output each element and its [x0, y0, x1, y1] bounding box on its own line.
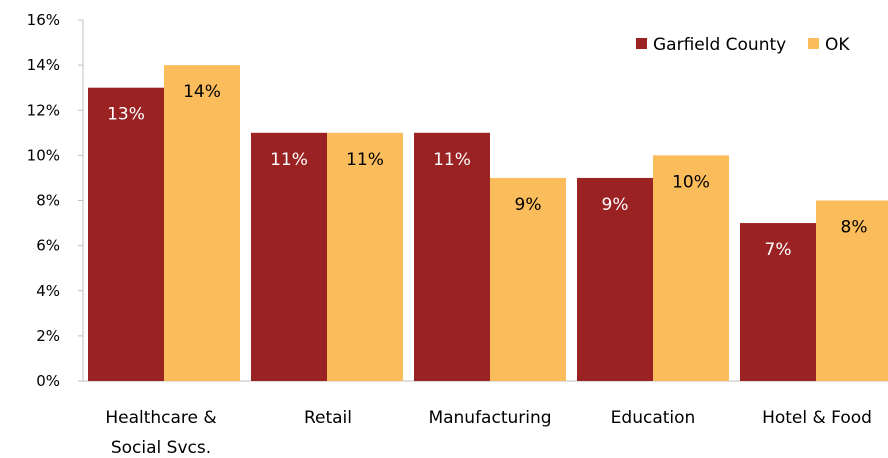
category-label: Social Svcs. — [111, 438, 211, 458]
bar-garfield-0 — [88, 87, 164, 381]
bar-ok-4 — [816, 200, 888, 381]
data-label: 11% — [270, 150, 308, 170]
bar-garfield-4 — [740, 223, 816, 381]
category-label: Retail — [304, 408, 352, 428]
data-labels: 13% 14% 11% 11% 11% 9% 9% 10% 7% 8% — [107, 82, 867, 260]
bar-ok-3 — [653, 155, 729, 381]
data-label: 11% — [346, 150, 384, 170]
data-label: 14% — [183, 82, 221, 102]
y-tick-label: 14% — [27, 56, 60, 74]
data-label: 9% — [602, 195, 629, 215]
y-axis-ticks: 0% 2% 4% 6% 8% 10% 12% 14% 16% — [27, 11, 83, 390]
legend-label: OK — [825, 35, 850, 55]
legend-swatch — [808, 38, 819, 49]
legend-label: Garfield County — [653, 35, 786, 55]
y-tick-label: 8% — [36, 192, 60, 210]
y-tick-label: 6% — [36, 237, 60, 255]
data-label: 8% — [841, 218, 868, 238]
y-tick-label: 4% — [36, 282, 60, 300]
category-label: Manufacturing — [428, 408, 551, 428]
y-tick-label: 0% — [36, 372, 60, 390]
bar-garfield-2 — [414, 132, 490, 381]
data-label: 13% — [107, 105, 145, 125]
bars — [88, 65, 888, 381]
bar-ok-2 — [490, 177, 566, 381]
data-label: 11% — [433, 150, 471, 170]
y-tick-label: 10% — [27, 146, 60, 164]
bar-garfield-1 — [251, 132, 327, 381]
bar-ok-0 — [164, 65, 240, 381]
category-label: Education — [611, 408, 696, 428]
category-label: Healthcare & — [105, 408, 216, 428]
bar-garfield-3 — [577, 177, 653, 381]
y-tick-label: 16% — [27, 11, 60, 29]
category-labels: Healthcare & Social Svcs. Retail Manufactur… — [105, 408, 872, 458]
data-label: 10% — [672, 172, 710, 192]
bar-ok-1 — [327, 132, 403, 381]
data-label: 9% — [515, 195, 542, 215]
category-label: Hotel & Food — [762, 408, 872, 428]
legend-swatch — [636, 38, 647, 49]
y-tick-label: 12% — [27, 101, 60, 119]
data-label: 7% — [765, 240, 792, 260]
legend: Garfield County OK — [636, 35, 850, 55]
y-tick-label: 2% — [36, 327, 60, 345]
